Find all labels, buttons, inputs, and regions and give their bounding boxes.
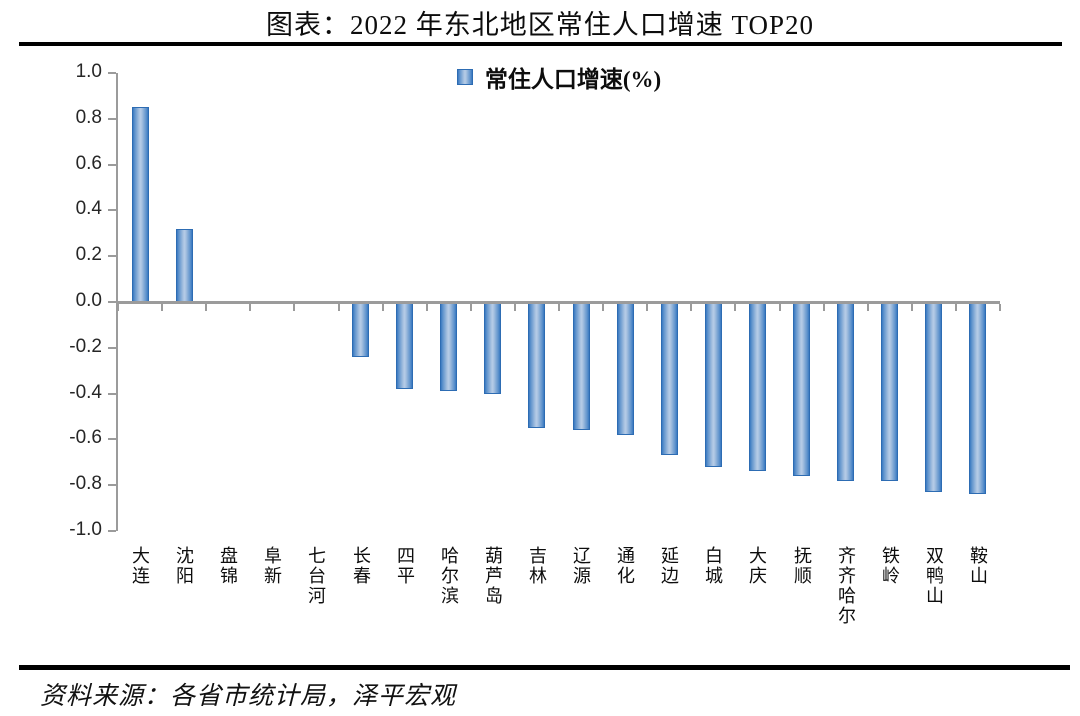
y-tick-label: -0.4 bbox=[69, 381, 102, 403]
x-axis-tick bbox=[558, 304, 560, 311]
x-axis-label: 哈尔滨 bbox=[439, 546, 459, 606]
chart-title: 图表：2022 年东北地区常住人口增速 TOP20 bbox=[265, 10, 815, 40]
bar-大庆 bbox=[749, 302, 766, 471]
x-axis-tick bbox=[426, 304, 428, 311]
x-axis-tick bbox=[911, 304, 913, 311]
x-axis-label: 延边 bbox=[659, 546, 679, 586]
y-tick-label: -1.0 bbox=[69, 519, 102, 540]
y-tick-label: -0.2 bbox=[69, 335, 102, 357]
x-axis-tick bbox=[293, 304, 295, 311]
x-axis-tick bbox=[955, 304, 957, 311]
x-axis-tick bbox=[161, 304, 163, 311]
x-axis-tick bbox=[382, 304, 384, 311]
y-tick-label: -0.6 bbox=[69, 427, 102, 449]
bar-四平 bbox=[396, 302, 413, 389]
x-axis-label: 大连 bbox=[130, 546, 150, 586]
x-axis-tick bbox=[867, 304, 869, 311]
y-tick-label: 0.6 bbox=[75, 152, 102, 174]
legend-label: 常住人口增速(%) bbox=[484, 67, 662, 92]
x-axis-label: 沈阳 bbox=[174, 546, 194, 586]
y-axis-tick bbox=[108, 117, 116, 120]
y-axis-tick bbox=[108, 346, 116, 349]
bar-哈尔滨 bbox=[440, 302, 457, 391]
x-axis-tick bbox=[690, 304, 692, 311]
bar-吉林 bbox=[528, 302, 545, 428]
legend: 常住人口增速(%) bbox=[118, 63, 1000, 92]
x-axis-label: 辽源 bbox=[571, 546, 591, 586]
y-axis-tick bbox=[108, 255, 116, 258]
x-axis-tick bbox=[249, 304, 251, 311]
x-axis-tick bbox=[734, 304, 736, 311]
x-axis-label: 白城 bbox=[703, 546, 723, 586]
y-tick-label: 0.8 bbox=[75, 106, 102, 128]
y-axis-tick bbox=[108, 72, 116, 74]
bottom-divider bbox=[19, 665, 1070, 670]
bar-沈阳 bbox=[176, 229, 193, 302]
x-axis-label: 大庆 bbox=[747, 546, 767, 586]
bar-延边 bbox=[661, 302, 678, 455]
y-tick-label: 0.0 bbox=[75, 290, 102, 311]
x-axis-label: 鞍山 bbox=[968, 546, 988, 586]
x-axis-label: 抚顺 bbox=[792, 546, 812, 586]
y-axis-tick bbox=[108, 438, 116, 441]
x-axis-label: 阜新 bbox=[262, 546, 282, 586]
bar-葫芦岛 bbox=[484, 302, 501, 394]
bar-齐齐哈尔 bbox=[837, 302, 854, 481]
x-axis-tick bbox=[646, 304, 648, 311]
x-axis-label: 双鸭山 bbox=[924, 546, 944, 606]
legend-color-swatch bbox=[456, 69, 473, 85]
x-axis-tick bbox=[470, 304, 472, 311]
x-axis-tick bbox=[117, 304, 119, 311]
x-axis-label: 七台河 bbox=[306, 546, 326, 606]
bar-通化 bbox=[617, 302, 634, 435]
source-note: 资料来源：各省市统计局，泽平宏观 bbox=[40, 683, 457, 710]
x-axis-label: 齐齐哈尔 bbox=[836, 546, 856, 626]
y-tick-label: 0.4 bbox=[75, 198, 102, 220]
x-axis-tick bbox=[514, 304, 516, 311]
x-axis-tick bbox=[338, 304, 340, 311]
y-tick-label: 0.2 bbox=[75, 244, 102, 266]
bar-双鸭山 bbox=[925, 302, 942, 492]
x-axis-label: 盘锦 bbox=[218, 546, 238, 586]
y-axis-tick bbox=[108, 301, 116, 303]
x-axis-label: 葫芦岛 bbox=[483, 546, 503, 606]
x-axis-label: 通化 bbox=[615, 546, 635, 586]
y-axis-tick bbox=[108, 484, 116, 487]
x-axis-tick bbox=[779, 304, 781, 311]
bar-辽源 bbox=[573, 302, 590, 430]
bar-大连 bbox=[132, 107, 149, 302]
x-axis-tick bbox=[999, 304, 1001, 311]
bar-白城 bbox=[705, 302, 722, 467]
y-axis-tick bbox=[108, 392, 116, 395]
bar-长春 bbox=[352, 302, 369, 357]
top-divider bbox=[19, 42, 1062, 46]
x-axis-label: 四平 bbox=[395, 546, 415, 586]
y-tick-label: 1.0 bbox=[75, 61, 102, 82]
x-axis-label: 吉林 bbox=[527, 546, 547, 586]
x-axis-label: 铁岭 bbox=[880, 546, 900, 586]
x-axis-tick bbox=[205, 304, 207, 311]
bar-铁岭 bbox=[881, 302, 898, 481]
y-axis-tick bbox=[108, 209, 116, 212]
x-axis-zero-line bbox=[116, 301, 1000, 304]
bar-抚顺 bbox=[793, 302, 810, 476]
bar-鞍山 bbox=[969, 302, 986, 494]
x-axis-label: 长春 bbox=[351, 546, 371, 586]
y-axis-tick bbox=[108, 530, 116, 532]
x-axis-tick bbox=[823, 304, 825, 311]
x-axis-tick bbox=[602, 304, 604, 311]
y-tick-label: -0.8 bbox=[69, 473, 102, 495]
y-axis-tick bbox=[108, 163, 116, 166]
